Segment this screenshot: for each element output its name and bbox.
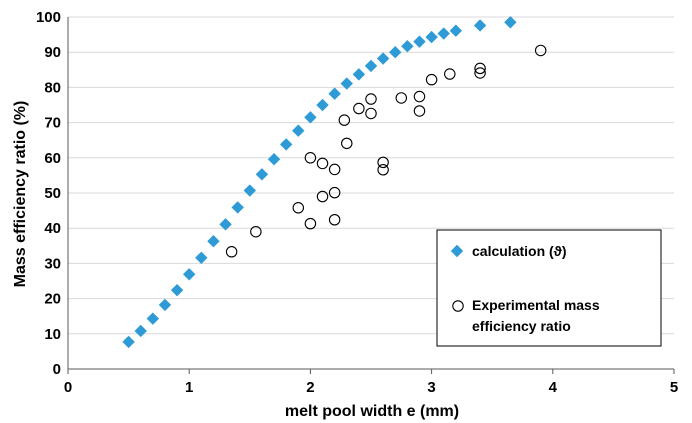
data-point-calculation	[304, 111, 317, 124]
data-point-experimental	[341, 137, 353, 150]
data-point-experimental	[304, 152, 317, 164]
data-point-experimental	[395, 92, 408, 104]
x-tick-label: 0	[64, 379, 72, 396]
data-point-calculation	[183, 268, 196, 281]
x-tick-label: 2	[306, 379, 314, 396]
y-tick-label: 90	[44, 44, 61, 61]
series-calculation	[122, 16, 517, 349]
data-point-experimental	[328, 186, 341, 199]
data-point-calculation	[352, 68, 366, 81]
y-axis-title: Mass efficiency ratio (%)	[12, 101, 29, 288]
y-tick-labels: 0 10 20 30 40 50 60 70 80 90 100	[36, 9, 61, 378]
data-point-calculation	[316, 98, 329, 112]
data-point-experimental	[377, 156, 389, 169]
data-point-experimental	[316, 157, 329, 170]
data-point-calculation	[292, 124, 305, 137]
data-point-calculation	[389, 46, 402, 59]
data-point-experimental	[365, 93, 377, 105]
legend: calculation (ϑ) Experimental mass efficien…	[436, 229, 662, 347]
data-point-experimental	[353, 102, 365, 115]
legend-marker-calculation	[450, 244, 464, 258]
data-point-calculation	[158, 298, 172, 312]
y-tick-label: 20	[44, 291, 61, 308]
data-point-experimental	[316, 190, 329, 203]
x-tick-label: 1	[185, 379, 193, 396]
data-point-experimental	[328, 163, 341, 176]
legend-label-calculation: calculation (ϑ)	[472, 243, 567, 259]
legend-label-experimental: Experimental mass	[472, 297, 600, 313]
data-point-experimental	[338, 114, 351, 126]
data-point-calculation	[437, 27, 450, 40]
data-point-experimental	[328, 214, 341, 226]
data-point-calculation	[328, 87, 341, 100]
x-axis-title: melt pool width e (mm)	[285, 403, 459, 420]
data-point-calculation	[134, 324, 147, 338]
data-point-experimental	[304, 217, 317, 230]
data-point-calculation	[122, 335, 135, 349]
legend-box	[436, 229, 662, 347]
y-tick-label: 60	[44, 150, 61, 167]
data-point-experimental	[292, 202, 305, 214]
data-point-calculation	[279, 138, 293, 151]
data-point-calculation	[195, 251, 208, 264]
data-point-experimental	[225, 246, 238, 258]
data-point-experimental	[444, 68, 456, 80]
x-tick-labels: 0 1 2 3 4 5	[64, 379, 678, 396]
data-point-calculation	[255, 168, 269, 181]
data-point-calculation	[231, 201, 244, 214]
data-point-calculation	[413, 35, 426, 48]
data-point-calculation	[170, 283, 184, 297]
legend-label-experimental: efficiency ratio	[472, 318, 571, 334]
data-point-calculation	[473, 19, 487, 32]
axes	[67, 17, 675, 374]
data-point-experimental	[425, 73, 438, 86]
y-tick-label: 100	[36, 9, 61, 26]
data-point-calculation	[449, 24, 463, 37]
x-tick-label: 4	[549, 379, 558, 396]
y-tick-label: 40	[44, 220, 61, 237]
y-tick-label: 0	[53, 361, 61, 378]
y-tick-label: 70	[44, 115, 61, 132]
y-tick-label: 30	[44, 255, 61, 272]
data-point-calculation	[219, 218, 232, 231]
data-point-experimental	[250, 225, 262, 238]
series-experimental	[225, 44, 547, 258]
gridlines	[68, 16, 674, 335]
y-tick-label: 50	[44, 185, 61, 202]
data-point-experimental	[365, 107, 377, 120]
data-point-calculation	[425, 30, 438, 44]
data-point-calculation	[207, 235, 220, 248]
data-point-experimental	[474, 62, 486, 75]
data-point-experimental	[474, 67, 486, 79]
x-tick-label: 3	[427, 379, 435, 396]
data-point-calculation	[504, 16, 517, 29]
data-point-experimental	[377, 164, 389, 176]
data-point-calculation	[243, 184, 256, 197]
data-point-experimental	[534, 44, 547, 57]
data-point-calculation	[364, 59, 378, 73]
data-point-experimental	[413, 105, 426, 117]
data-point-experimental	[413, 90, 426, 103]
y-tick-label: 10	[44, 326, 61, 343]
data-point-calculation	[340, 77, 353, 90]
y-tick-label: 80	[44, 79, 61, 96]
x-tick-label: 5	[670, 379, 678, 396]
data-point-calculation	[146, 312, 160, 325]
data-point-calculation	[376, 52, 390, 65]
data-point-calculation	[401, 40, 414, 53]
data-point-calculation	[267, 153, 281, 166]
legend-marker-experimental	[452, 300, 464, 312]
